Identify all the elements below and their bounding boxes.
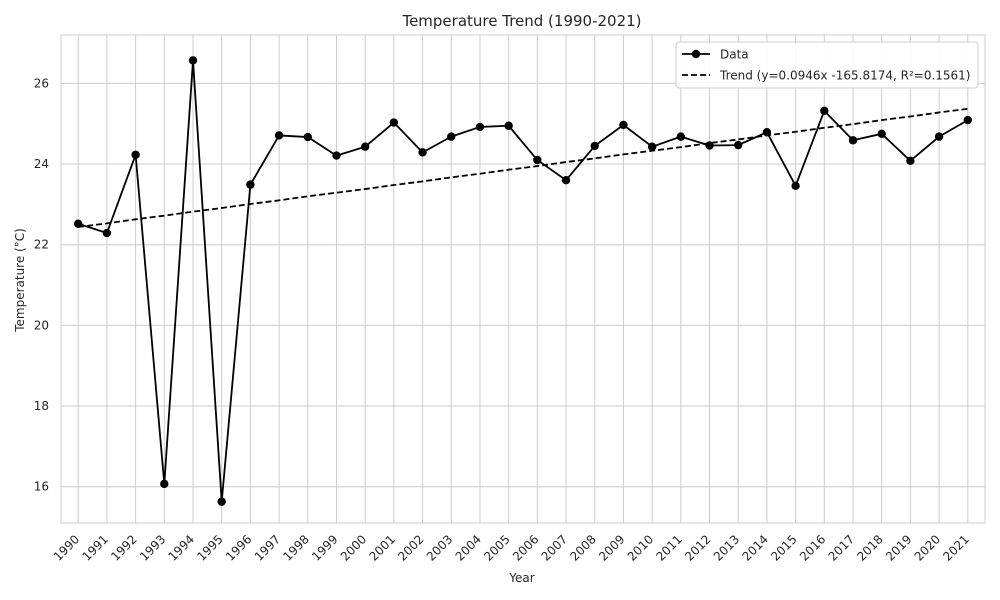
data-point bbox=[274, 131, 284, 140]
y-tick-label: 24 bbox=[34, 157, 49, 171]
y-tick-label: 18 bbox=[34, 399, 49, 413]
data-point bbox=[360, 142, 370, 151]
data-point bbox=[303, 132, 312, 142]
legend-data-marker bbox=[691, 49, 701, 59]
data-point bbox=[533, 155, 542, 165]
chart-title: Temperature Trend (1990-2021) bbox=[401, 12, 641, 30]
data-point bbox=[590, 141, 599, 151]
series-layer bbox=[74, 56, 972, 506]
plot-frame bbox=[60, 34, 986, 524]
data-point bbox=[906, 156, 915, 166]
data-point bbox=[160, 479, 169, 489]
data-point bbox=[504, 121, 513, 130]
y-tick-label: 20 bbox=[34, 318, 49, 332]
data-point bbox=[188, 56, 198, 65]
data-point bbox=[389, 118, 399, 127]
x-axis-label: Year bbox=[508, 571, 534, 585]
data-point bbox=[217, 497, 226, 506]
trend-line bbox=[78, 107, 968, 228]
data-point bbox=[246, 180, 255, 189]
legend-label-data: Data bbox=[720, 48, 749, 62]
data-point bbox=[676, 132, 686, 141]
data-point bbox=[475, 122, 485, 132]
legend-box bbox=[675, 41, 979, 89]
data-point bbox=[131, 150, 140, 159]
data-point bbox=[734, 140, 743, 150]
data-point bbox=[332, 151, 341, 160]
y-axis-label: Temperature (°C) bbox=[13, 228, 27, 333]
data-point bbox=[820, 106, 829, 116]
data-point bbox=[418, 148, 427, 157]
data-point bbox=[647, 142, 657, 151]
data-point bbox=[877, 129, 886, 139]
y-tick-label: 16 bbox=[34, 480, 49, 494]
data-point bbox=[619, 120, 628, 130]
data-point bbox=[791, 181, 800, 191]
data-point bbox=[102, 228, 112, 238]
legend: Data Trend (y=0.0946x -165.8174, R²=0.15… bbox=[675, 41, 979, 89]
data-point bbox=[561, 175, 571, 185]
data-point bbox=[963, 115, 972, 125]
y-tick-label: 22 bbox=[34, 238, 49, 252]
y-tick-label: 26 bbox=[34, 76, 49, 90]
legend-label-trend: Trend (y=0.0946x -165.8174, R²=0.1561) bbox=[719, 69, 971, 83]
data-line bbox=[77, 59, 969, 503]
data-point bbox=[447, 132, 456, 141]
data-point bbox=[934, 132, 944, 141]
data-point bbox=[848, 136, 858, 145]
